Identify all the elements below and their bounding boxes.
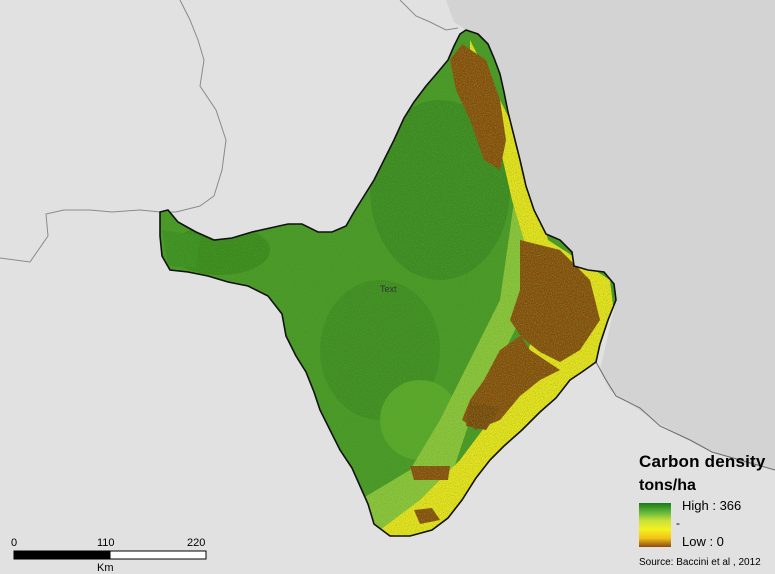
scale-bar (13, 550, 207, 560)
ocean-area (446, 0, 775, 470)
legend-color-ramp (639, 503, 671, 547)
scale-tick-110: 110 (97, 537, 115, 549)
legend-mid-label: - (676, 516, 680, 530)
legend-title: Carbon density (639, 452, 766, 471)
legend-high-label: High : 366 (682, 498, 742, 513)
coastline-north (399, 0, 459, 31)
map-placeholder-label: Text (380, 284, 397, 294)
state-boundary-line (0, 209, 161, 263)
scale-unit: Km (97, 562, 114, 574)
coastline-south (595, 361, 775, 471)
scale-tick-220: 220 (187, 537, 206, 549)
source-credit: Source: Baccini et al , 2012 (639, 557, 761, 568)
country-boundary-line (160, 0, 227, 213)
legend-low-label: Low : 0 (682, 534, 724, 549)
legend-unit: tons/ha (639, 477, 696, 494)
scale-tick-0: 0 (11, 537, 18, 549)
